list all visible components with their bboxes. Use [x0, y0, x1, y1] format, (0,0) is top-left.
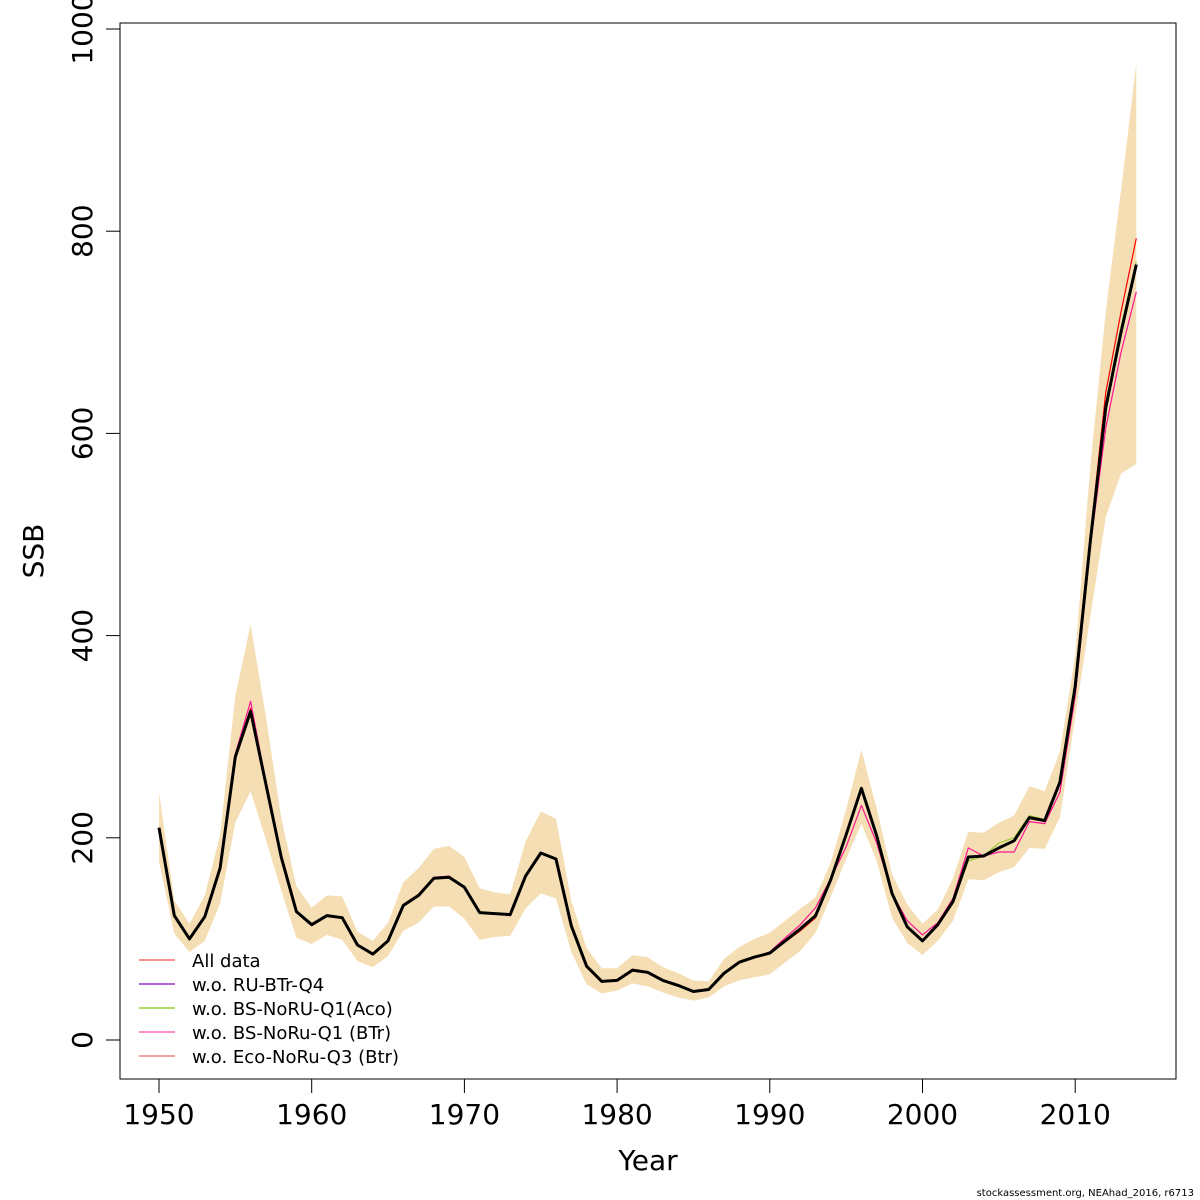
y-tick-label: 400	[66, 609, 99, 662]
x-tick-label: 1980	[581, 1098, 652, 1131]
x-tick-label: 1990	[734, 1098, 805, 1131]
legend-label: w.o. RU-BTr-Q4	[192, 975, 324, 996]
x-tick-label: 1970	[429, 1098, 500, 1131]
series-lines	[157, 238, 1138, 993]
y-tick-label: 200	[66, 811, 99, 864]
series-line-w-o-eco-noru-q3-btr	[158, 238, 1137, 993]
legend-label: w.o. BS-NoRu-Q1 (BTr)	[192, 1023, 391, 1044]
series-line-w-o-bs-noru-q1-btr	[158, 291, 1137, 993]
y-axis-label: SSB	[17, 524, 50, 579]
y-tick-label: 0	[66, 1031, 99, 1049]
series-line-w-o-bs-noru-q1-aco	[158, 261, 1137, 993]
y-tick-label: 600	[66, 407, 99, 460]
confidence-band	[159, 63, 1137, 1001]
plot-frame	[119, 22, 1177, 1080]
series-line-all-data	[157, 264, 1138, 993]
y-tick-label: 800	[66, 204, 99, 257]
y-axis: 0 200 400 600 800 1000	[66, 0, 121, 1049]
y-tick-label: 1000	[66, 0, 99, 65]
x-tick-label: 2010	[1040, 1098, 1111, 1131]
footer-credit: stockassessment.org, NEAhad_2016, r6713	[977, 1188, 1194, 1199]
legend-label: w.o. Eco-NoRu-Q3 (Btr)	[192, 1047, 399, 1068]
x-axis-label: Year	[617, 1144, 678, 1177]
legend: All data w.o. RU-BTr-Q4 w.o. BS-NoRU-Q1(Ac…	[139, 951, 399, 1068]
legend-label: All data	[192, 951, 261, 972]
x-axis: 1950 1960 1970 1980 1990 2000 2010	[123, 1078, 1111, 1131]
legend-label: w.o. BS-NoRU-Q1(Aco)	[192, 999, 393, 1020]
series-line-w-o-ru-btr-q4	[158, 266, 1137, 993]
x-tick-label: 1960	[276, 1098, 347, 1131]
x-tick-label: 1950	[123, 1098, 194, 1131]
x-tick-label: 2000	[887, 1098, 958, 1131]
confidence-band-area	[159, 63, 1137, 1001]
